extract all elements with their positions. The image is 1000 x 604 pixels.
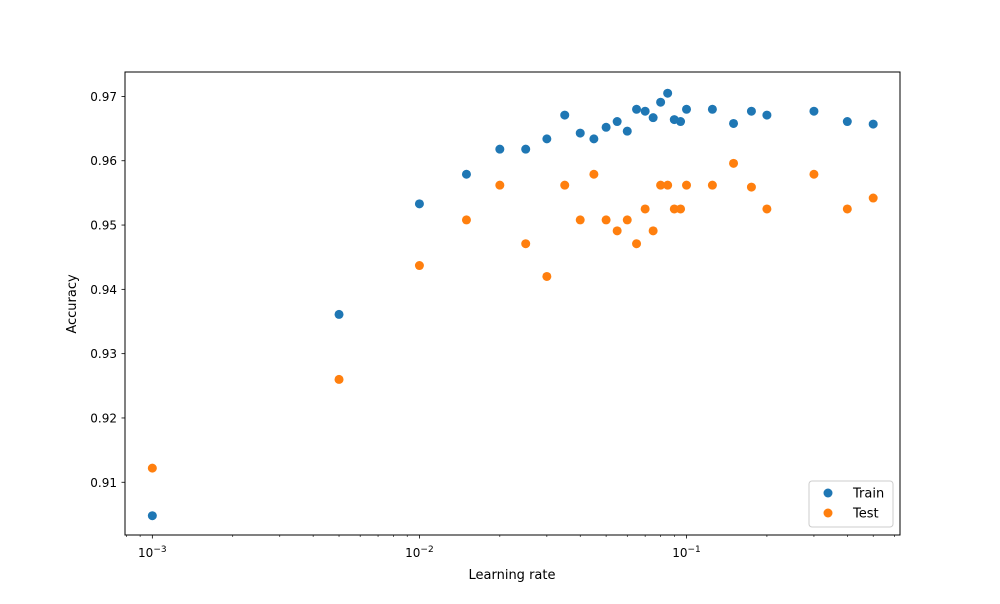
data-point-train [842, 117, 852, 127]
data-point-test [762, 204, 772, 214]
x-tick-label: 10−2 [405, 545, 434, 560]
data-point-train [575, 128, 585, 138]
data-point-train [656, 97, 666, 107]
data-point-test [707, 180, 717, 190]
data-point-train [663, 88, 673, 98]
x-axis-ticks: 10−3 10−2 10−1 [126, 535, 895, 560]
y-axis-label: Accuracy [65, 274, 80, 334]
data-point-train [542, 134, 552, 144]
y-tick-label: 0.91 [90, 476, 117, 490]
series-train [147, 88, 878, 521]
y-tick-label: 0.96 [90, 154, 117, 168]
data-point-test [676, 204, 686, 214]
data-point-test [656, 180, 666, 190]
plot-area-frame [124, 71, 901, 536]
data-point-train [676, 117, 686, 127]
data-point-test [640, 204, 650, 214]
legend-marker-train [823, 488, 833, 498]
data-point-train [632, 104, 642, 114]
y-tick-label: 0.95 [90, 219, 117, 233]
data-point-train [682, 104, 692, 114]
data-point-train [334, 309, 344, 319]
data-point-train [414, 199, 424, 209]
data-point-train [762, 110, 772, 120]
data-point-test [622, 215, 632, 225]
y-tick-label: 0.92 [90, 411, 117, 425]
x-tick-label: 10−3 [138, 545, 167, 560]
data-point-test [663, 180, 673, 190]
data-point-test [682, 180, 692, 190]
data-point-test [842, 204, 852, 214]
data-point-train [612, 117, 622, 127]
data-point-test [542, 271, 552, 281]
data-point-test [334, 374, 344, 384]
legend-label-train: Train [852, 487, 884, 502]
data-point-test [601, 215, 611, 225]
data-point-test [147, 463, 157, 473]
data-point-test [521, 239, 531, 249]
series-test [147, 158, 878, 473]
y-tick-label: 0.93 [90, 347, 117, 361]
legend: Train Test [808, 480, 894, 528]
data-point-train [147, 511, 157, 521]
data-point-test [729, 158, 739, 168]
y-tick-label: 0.94 [90, 283, 117, 297]
data-point-test [746, 182, 756, 192]
data-point-train [601, 122, 611, 132]
data-point-test [669, 204, 679, 214]
x-axis-label: Learning rate [469, 568, 556, 583]
data-point-train [746, 106, 756, 116]
data-point-train [809, 106, 819, 116]
data-point-test [648, 226, 658, 236]
data-point-train [495, 144, 505, 154]
data-point-test [414, 261, 424, 271]
data-point-train [648, 113, 658, 123]
x-tick-label: 10−1 [672, 545, 701, 560]
data-point-test [632, 239, 642, 249]
data-point-test [612, 226, 622, 236]
data-point-train [560, 110, 570, 120]
data-point-train [521, 144, 531, 154]
data-point-test [575, 215, 585, 225]
data-point-train [868, 119, 878, 129]
data-point-train [640, 106, 650, 116]
data-point-train [707, 104, 717, 114]
data-point-test [809, 169, 819, 179]
data-point-train [622, 126, 632, 136]
data-point-test [560, 180, 570, 190]
y-tick-label: 0.97 [90, 90, 117, 104]
data-point-train [729, 118, 739, 128]
points-layer [147, 88, 878, 521]
data-point-train [589, 134, 599, 144]
data-point-test [495, 180, 505, 190]
data-point-test [461, 215, 471, 225]
y-axis-ticks: 0.91 0.92 0.93 0.94 0.95 0.96 0.97 [90, 90, 125, 490]
data-point-train [461, 169, 471, 179]
legend-label-test: Test [852, 507, 879, 522]
data-point-test [589, 169, 599, 179]
legend-marker-test [823, 508, 833, 518]
data-point-test [868, 193, 878, 203]
